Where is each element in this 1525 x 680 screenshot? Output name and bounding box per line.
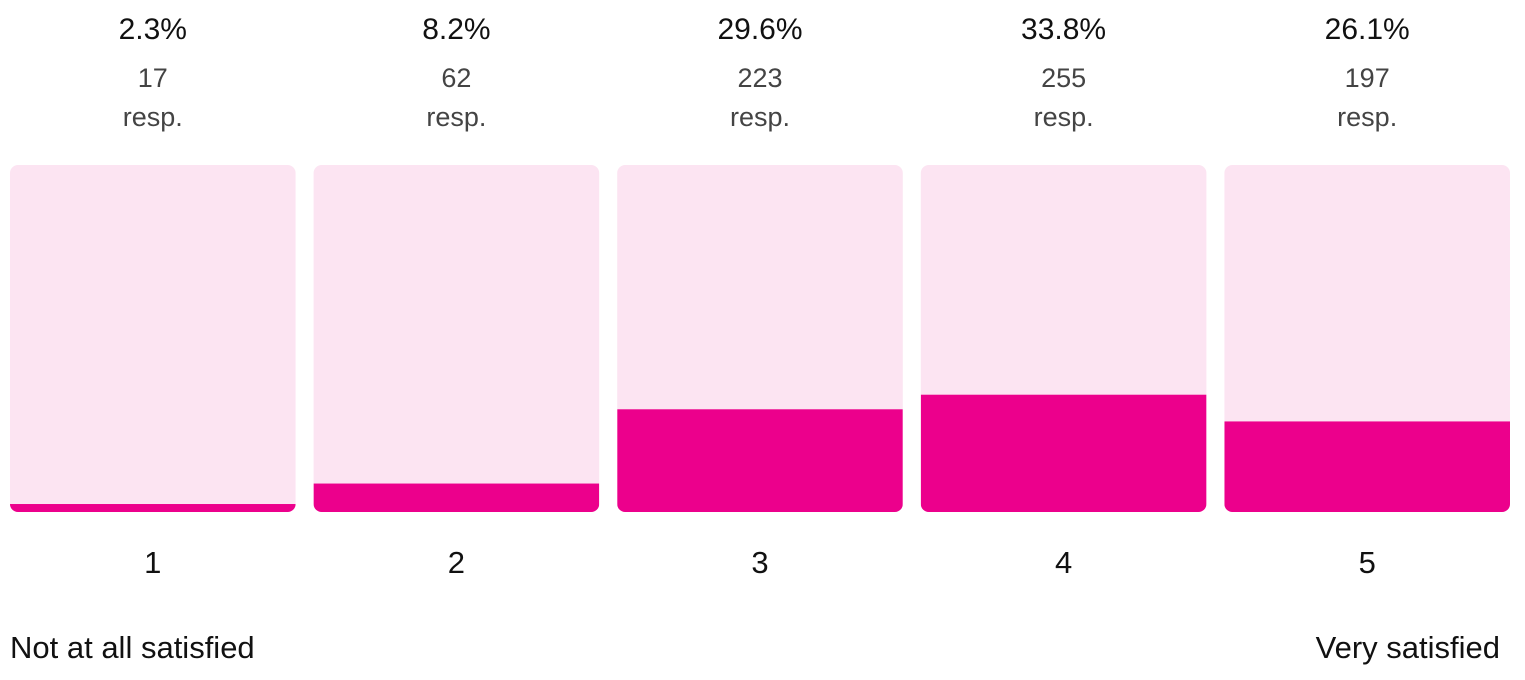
count-unit: resp. bbox=[426, 102, 486, 132]
bar bbox=[1224, 421, 1510, 512]
value-label: 33.8% bbox=[1021, 13, 1106, 46]
high-label: Very satisfied bbox=[1316, 630, 1500, 665]
bar bbox=[10, 504, 296, 512]
count-unit: resp. bbox=[1034, 102, 1094, 132]
bar bbox=[920, 394, 1207, 512]
value-label: 26.1% bbox=[1325, 13, 1410, 46]
count-unit: resp. bbox=[123, 102, 183, 132]
bar bbox=[313, 483, 600, 512]
low-label: Not at all satisfied bbox=[10, 630, 255, 665]
bar-track bbox=[313, 165, 600, 512]
category-label: 2 bbox=[448, 545, 465, 580]
category-label: 5 bbox=[1359, 545, 1376, 580]
value-label: 2.3% bbox=[119, 13, 187, 46]
count-label: 17 bbox=[138, 63, 168, 93]
bar bbox=[617, 409, 903, 512]
count-label: 62 bbox=[441, 63, 471, 93]
count-unit: resp. bbox=[1337, 102, 1397, 132]
bar-track bbox=[10, 165, 296, 512]
category-label: 1 bbox=[144, 545, 161, 580]
category-label: 3 bbox=[751, 545, 768, 580]
count-label: 255 bbox=[1041, 63, 1086, 93]
count-label: 223 bbox=[737, 63, 782, 93]
count-label: 197 bbox=[1345, 63, 1390, 93]
value-label: 8.2% bbox=[422, 13, 490, 46]
count-unit: resp. bbox=[730, 102, 790, 132]
category-label: 4 bbox=[1055, 545, 1072, 580]
value-label: 29.6% bbox=[717, 13, 802, 46]
